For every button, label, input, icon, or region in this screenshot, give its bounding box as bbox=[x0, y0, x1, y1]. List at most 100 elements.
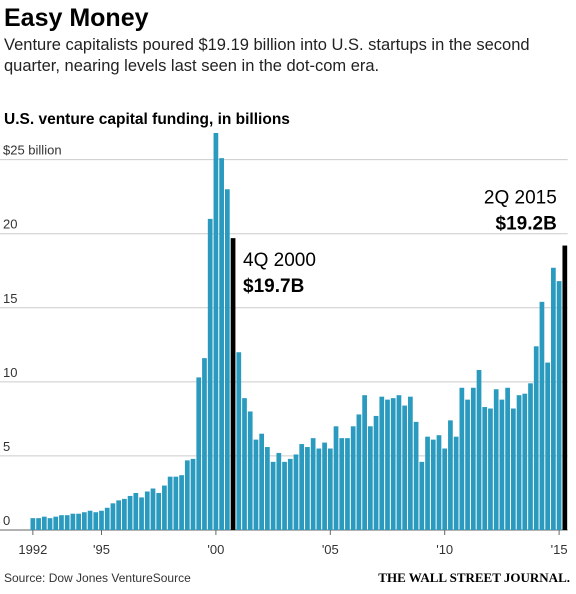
bar bbox=[402, 405, 408, 530]
bar bbox=[76, 513, 81, 530]
chart-title: U.S. venture capital funding, in billion… bbox=[4, 111, 290, 128]
bar bbox=[539, 301, 545, 530]
bar bbox=[265, 447, 270, 530]
bar bbox=[425, 436, 430, 530]
bar bbox=[179, 475, 184, 530]
bar bbox=[247, 411, 253, 530]
bar bbox=[41, 516, 47, 530]
bar bbox=[453, 436, 459, 530]
y-tick-label: 5 bbox=[3, 439, 10, 454]
bar bbox=[99, 510, 104, 530]
x-tick-label: '05 bbox=[322, 542, 339, 557]
bar bbox=[236, 352, 242, 530]
bar bbox=[310, 438, 316, 530]
bar bbox=[493, 389, 499, 530]
bar bbox=[476, 370, 482, 530]
bar bbox=[30, 518, 36, 530]
bar bbox=[533, 346, 539, 530]
bar bbox=[213, 132, 219, 531]
subtitle: Venture capitalists poured $19.19 billio… bbox=[4, 36, 530, 75]
bar bbox=[505, 387, 510, 530]
bar bbox=[224, 189, 230, 530]
bar bbox=[156, 492, 162, 530]
bar bbox=[470, 387, 476, 530]
bar bbox=[173, 476, 179, 530]
bar bbox=[270, 461, 276, 530]
bar bbox=[305, 447, 310, 530]
bar bbox=[139, 497, 144, 530]
x-tick-label: '15 bbox=[551, 542, 568, 557]
bar bbox=[190, 458, 196, 530]
bar bbox=[81, 512, 87, 530]
header: Easy Money Venture capitalists poured $1… bbox=[4, 0, 564, 77]
bar bbox=[207, 218, 213, 530]
bar bbox=[36, 518, 41, 530]
bar bbox=[150, 488, 156, 530]
bar bbox=[53, 516, 59, 530]
bar bbox=[556, 281, 562, 530]
bar bbox=[293, 454, 299, 530]
bar bbox=[396, 395, 402, 530]
bar bbox=[162, 485, 167, 530]
bar bbox=[516, 395, 522, 530]
bar bbox=[362, 395, 367, 530]
source: Source: Dow Jones VentureSource bbox=[4, 571, 191, 585]
bar bbox=[545, 362, 551, 530]
bar bbox=[122, 498, 127, 530]
bar bbox=[448, 420, 453, 530]
bar bbox=[64, 515, 70, 530]
x-tick-label: '00 bbox=[207, 542, 224, 557]
bar bbox=[282, 461, 287, 530]
value-label: $19.2B bbox=[496, 214, 557, 235]
bar bbox=[482, 407, 488, 530]
bar bbox=[127, 495, 133, 530]
y-tick-label: 0 bbox=[3, 513, 10, 528]
bar bbox=[419, 461, 425, 530]
title: Easy Money bbox=[4, 4, 149, 32]
x-tick-label: '10 bbox=[436, 542, 453, 557]
bar bbox=[522, 393, 528, 530]
bar bbox=[116, 500, 122, 530]
bar bbox=[93, 512, 99, 530]
bar bbox=[110, 503, 116, 530]
bar bbox=[367, 426, 373, 530]
bar bbox=[133, 492, 139, 530]
bar bbox=[253, 439, 259, 530]
bar bbox=[350, 426, 356, 530]
bar bbox=[299, 444, 305, 530]
bar bbox=[390, 398, 396, 530]
x-tick-label: '95 bbox=[93, 542, 110, 557]
bar bbox=[167, 476, 173, 530]
bar bbox=[413, 421, 419, 530]
bar bbox=[59, 515, 64, 530]
bar bbox=[528, 383, 533, 530]
bar bbox=[87, 510, 93, 530]
value-label: $19.7B bbox=[243, 276, 304, 297]
bar bbox=[202, 358, 207, 530]
bar bbox=[333, 426, 339, 530]
bar bbox=[379, 396, 385, 530]
bar bbox=[219, 158, 224, 531]
bar bbox=[70, 513, 76, 530]
bar bbox=[436, 435, 442, 530]
bar bbox=[316, 448, 322, 530]
bar bbox=[345, 438, 350, 530]
bar bbox=[499, 399, 505, 530]
bar bbox=[47, 518, 53, 530]
bar bbox=[276, 452, 282, 530]
y-tick-label: 20 bbox=[3, 217, 17, 232]
bar bbox=[430, 439, 436, 530]
bar bbox=[184, 460, 190, 530]
bar bbox=[385, 399, 390, 530]
bar bbox=[373, 415, 379, 530]
bar bbox=[465, 399, 470, 530]
bar bbox=[551, 267, 556, 530]
bar bbox=[488, 408, 493, 530]
bar bbox=[510, 408, 516, 530]
annotation: 2Q 2015 bbox=[484, 188, 557, 209]
bar bbox=[459, 387, 465, 530]
bar bbox=[144, 491, 150, 530]
credit: THE WALL STREET JOURNAL. bbox=[378, 570, 570, 585]
y-tick-label: 15 bbox=[3, 291, 17, 306]
